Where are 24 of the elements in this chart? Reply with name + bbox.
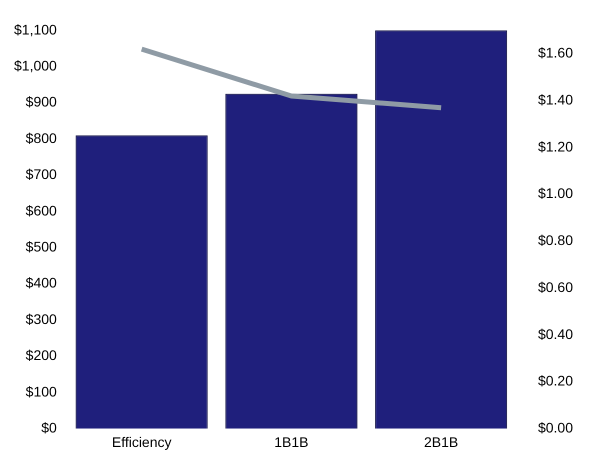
y-tick-label: $1,100 (14, 21, 58, 38)
y2-tick-label: $0.60 (538, 278, 574, 295)
y-tick-label: $700 (26, 166, 58, 182)
y-tick-label: $600 (26, 202, 58, 218)
y2-tick-label: $0.80 (538, 232, 574, 248)
y2-tick-label: $0.20 (538, 372, 574, 389)
y2-tick-label: $1.00 (538, 185, 574, 202)
y-tick-label: $200 (26, 347, 58, 364)
x-tick-label: Efficiency (112, 434, 172, 450)
y2-tick-label: $0.00 (538, 419, 574, 436)
y-tick-label: $1,000 (14, 57, 58, 74)
x-tick-label: 1B1B (274, 434, 309, 450)
y2-tick-label: $1.60 (538, 44, 574, 61)
y-tick-label: $500 (26, 238, 58, 254)
x-tick-label: 2B1B (424, 434, 458, 450)
y-tick-label: $100 (26, 383, 58, 400)
y-tick-label: $400 (26, 274, 58, 291)
y-tick-label: $0 (41, 419, 58, 436)
y-tick-label: $800 (26, 130, 58, 146)
y2-tick-label: $1.20 (538, 138, 574, 154)
y-tick-label: $900 (26, 94, 58, 110)
y2-tick-label: $1.40 (538, 92, 574, 108)
y2-tick-label: $0.40 (538, 326, 574, 342)
y-tick-label: $300 (26, 310, 58, 327)
